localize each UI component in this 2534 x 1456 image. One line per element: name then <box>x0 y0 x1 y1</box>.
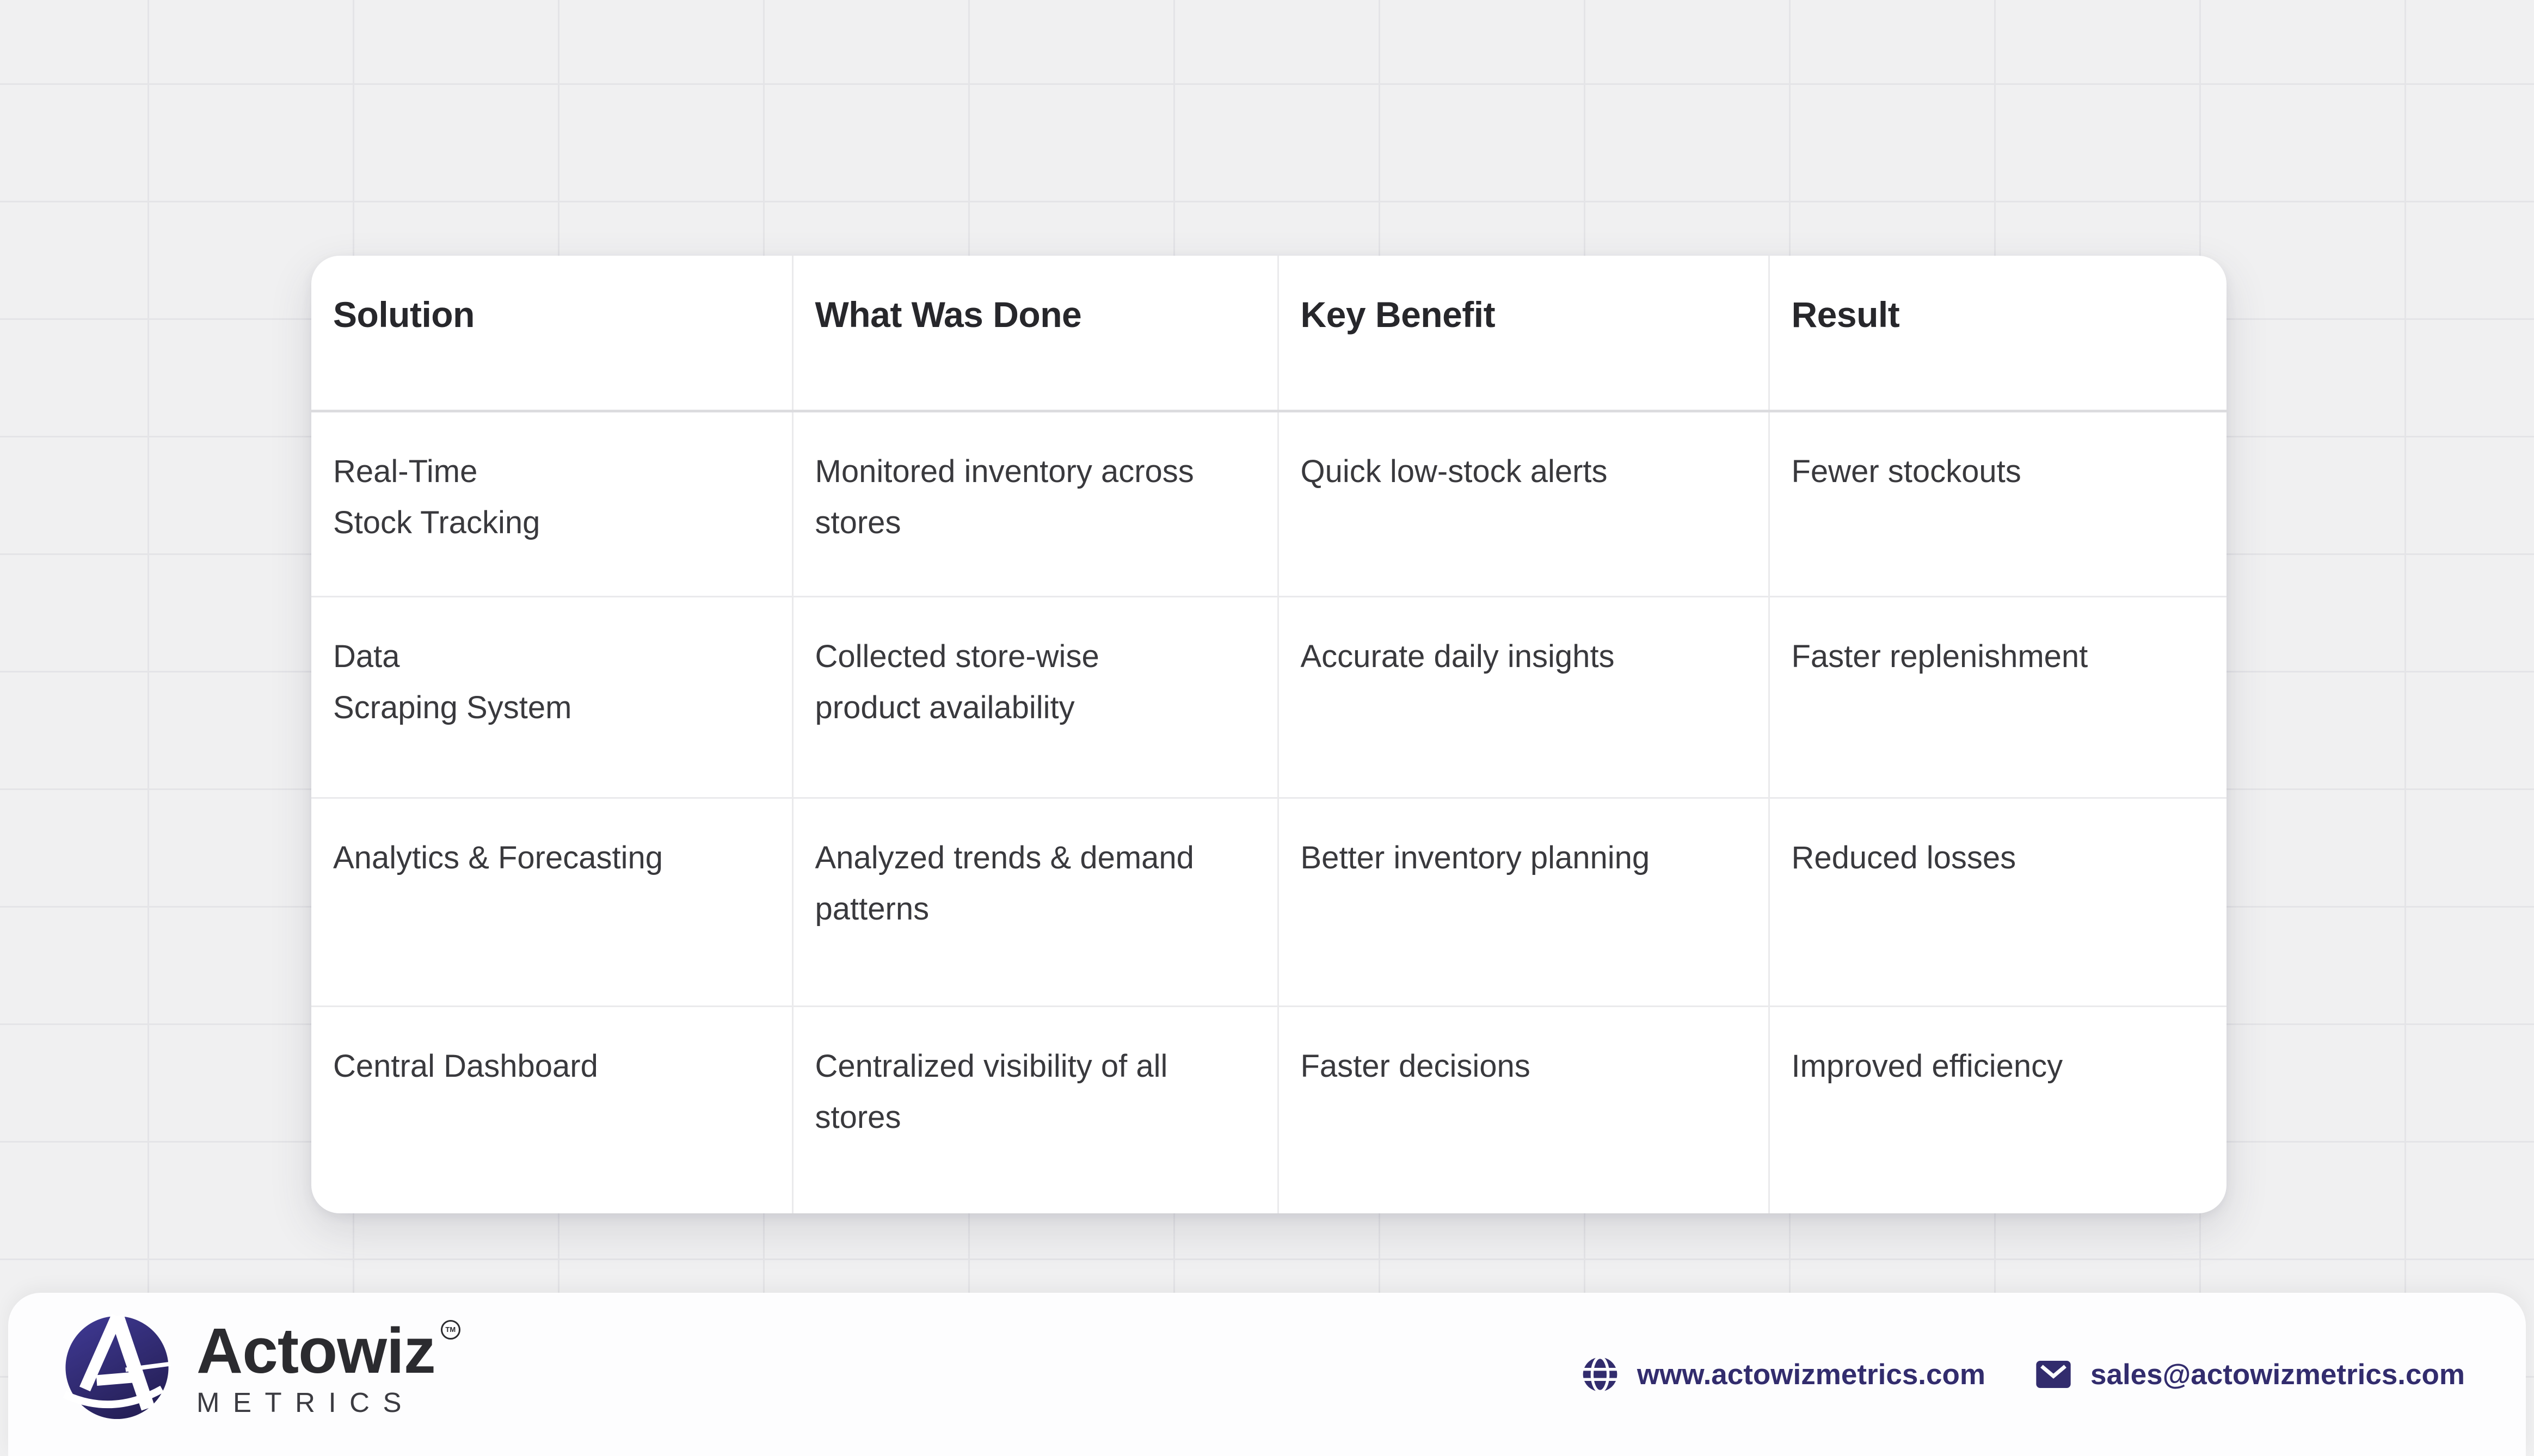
website-link[interactable]: www.actowizmetrics.com <box>1578 1353 1985 1396</box>
cell-result: Improved efficiency <box>1791 1048 2063 1084</box>
solutions-table: Solution What Was Done Key Benefit Resul… <box>311 256 2227 1213</box>
brand-wordmark: Actowiz TM METRICS <box>196 1319 460 1416</box>
cell-key-benefit: Faster decisions <box>1278 1006 1770 1213</box>
cell-what-was-done: Analyzed trends & demand patterns <box>792 798 1279 1007</box>
table-header-row: Solution What Was Done Key Benefit Resul… <box>311 256 2227 412</box>
cell-result: Reduced losses <box>1769 798 2227 1007</box>
footer-bar: Actowiz TM METRICS www.actowizmetrics.co… <box>8 1293 2526 1456</box>
solutions-table-card: Solution What Was Done Key Benefit Resul… <box>311 256 2227 1213</box>
cell-solution: Central Dashboard <box>311 1006 794 1213</box>
cell-key-benefit: Quick low-stock alerts <box>1278 411 1770 597</box>
brand-logo-group: Actowiz TM METRICS <box>63 1313 460 1421</box>
cell-solution: Data Scraping System <box>311 596 794 799</box>
cell-what-was-done: Centralized visibility of all stores <box>792 1006 1279 1213</box>
actowiz-logo-icon <box>63 1313 171 1419</box>
cell-solution: Analytics & Forecasting <box>311 798 794 1007</box>
col-header-what-was-done: What Was Done <box>792 256 1279 412</box>
col-header-solution: Solution <box>311 256 794 412</box>
cell-key-benefit: Better inventory planning <box>1278 798 1770 1007</box>
email-link[interactable]: sales@actowizmetrics.com <box>2032 1353 2465 1396</box>
table-row: Analytics & Forecasting Analyzed trends … <box>311 798 2227 1007</box>
cell-solution: Real-Time Stock Tracking <box>311 411 794 597</box>
table-row: Data Scraping System Collected store-wis… <box>311 596 2227 799</box>
table-row: Central Dashboard Centralized visibility… <box>311 1006 2227 1213</box>
cell-what-was-done: Monitored inventory across stores <box>792 411 1279 597</box>
brand-name: Actowiz <box>196 1315 436 1387</box>
globe-icon[interactable] <box>1578 1353 1622 1396</box>
col-header-key-benefit: Key Benefit <box>1278 256 1770 412</box>
cell-what-was-done: Collected store-wise product availabilit… <box>792 596 1279 799</box>
brand-subtitle: METRICS <box>196 1386 415 1418</box>
email-text: sales@actowizmetrics.com <box>2090 1358 2465 1391</box>
website-text: www.actowizmetrics.com <box>1637 1358 1985 1391</box>
cell-key-benefit: Accurate daily insights <box>1278 596 1770 799</box>
cell-result: Faster replenishment <box>1769 596 2227 799</box>
table-row: Real-Time Stock Tracking Monitored inven… <box>311 411 2227 597</box>
footer-contacts: www.actowizmetrics.com sales@actowizmetr… <box>1578 1353 2465 1396</box>
col-header-result: Result <box>1769 256 2227 412</box>
email-icon[interactable] <box>2032 1353 2075 1396</box>
cell-result: Fewer stockouts <box>1769 411 2227 597</box>
trademark-badge: TM <box>440 1319 460 1340</box>
